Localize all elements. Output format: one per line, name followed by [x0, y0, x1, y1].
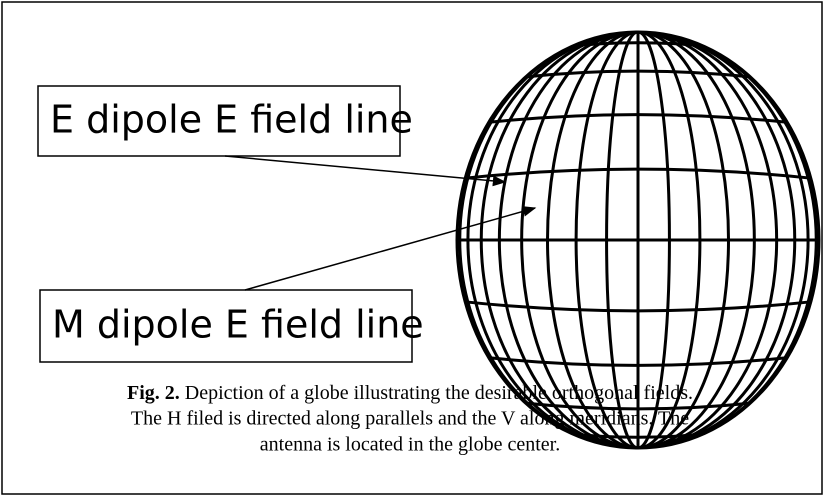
parallel	[459, 167, 817, 181]
caption-line: Fig. 2. Depiction of a globe illustratin…	[127, 382, 693, 404]
caption-line: antenna is located in the globe center.	[260, 434, 560, 456]
parallel	[566, 432, 710, 439]
arrow	[224, 155, 507, 187]
label: E dipole E field line	[50, 98, 413, 142]
caption-text: Depiction of a globe illustrating the de…	[185, 382, 693, 404]
parallel	[519, 69, 757, 79]
parallel	[483, 113, 793, 125]
label-box	[39, 289, 413, 363]
label-box	[37, 85, 401, 157]
parallel	[483, 355, 793, 367]
label: M dipole E field line	[52, 303, 424, 347]
parallel	[566, 41, 710, 48]
globe-outline	[455, 30, 821, 450]
caption-label: Fig. 2.	[127, 382, 180, 404]
parallel	[459, 299, 817, 313]
globe	[455, 30, 821, 450]
parallel	[519, 401, 757, 411]
caption-line: The H filed is directed along parallels …	[131, 408, 689, 430]
arrow	[244, 206, 537, 291]
